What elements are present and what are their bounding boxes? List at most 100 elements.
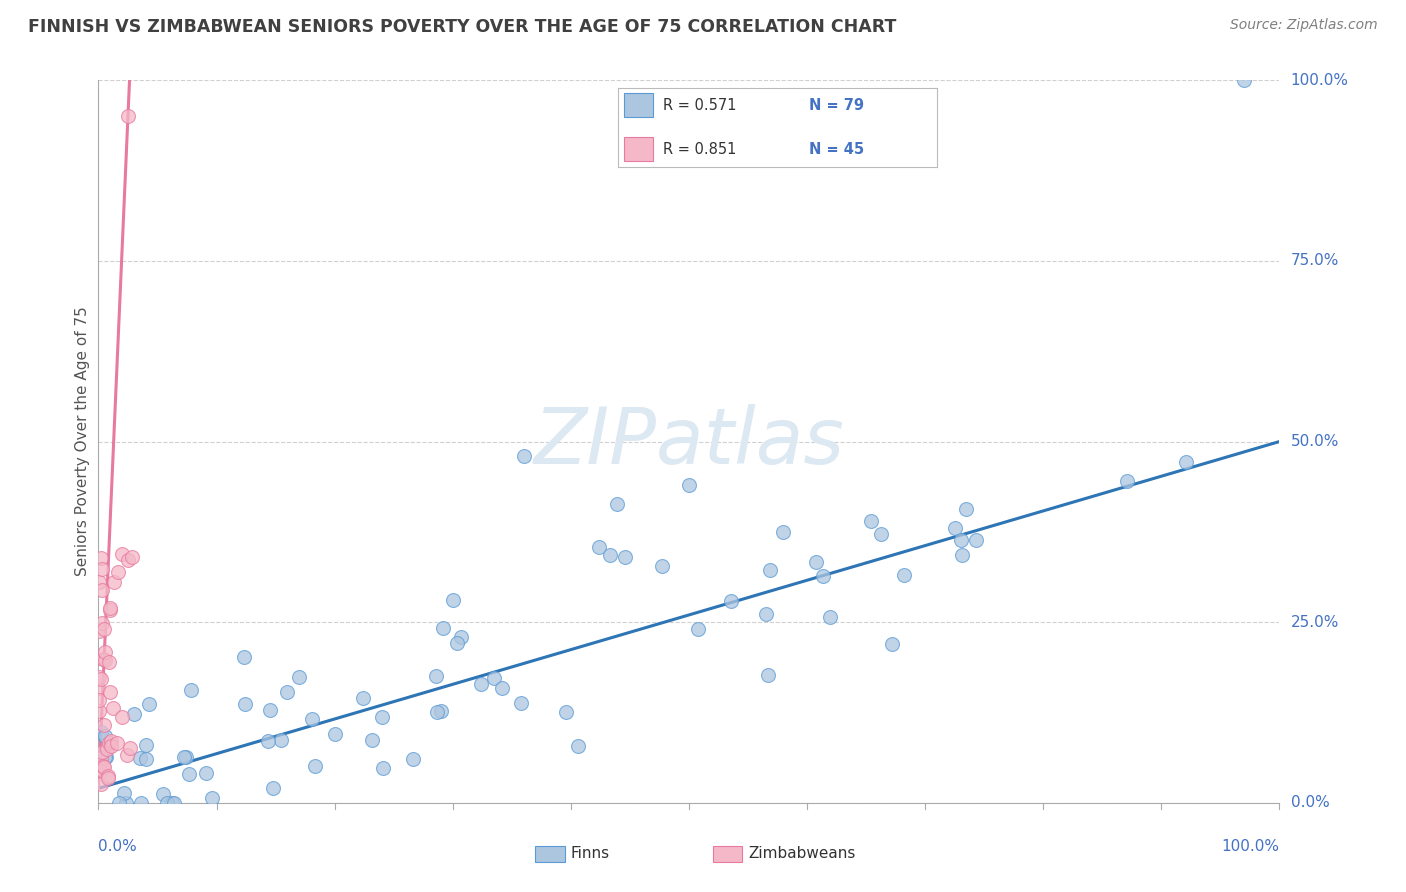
Point xyxy=(811,569,834,583)
Point xyxy=(96,742,118,756)
Point xyxy=(89,761,111,775)
Point xyxy=(90,551,112,566)
Point xyxy=(128,751,150,765)
Point xyxy=(90,777,112,791)
Point xyxy=(869,526,891,541)
Point xyxy=(1233,73,1256,87)
Point xyxy=(93,729,115,743)
Point xyxy=(1174,455,1197,469)
Point xyxy=(101,701,124,715)
Text: 50.0%: 50.0% xyxy=(1291,434,1339,449)
Point xyxy=(87,704,110,718)
Point xyxy=(124,707,146,722)
Point xyxy=(160,796,183,810)
Point xyxy=(194,766,217,780)
Point xyxy=(91,745,114,759)
Point xyxy=(90,724,112,739)
Point xyxy=(98,603,121,617)
Text: Finns: Finns xyxy=(571,846,610,861)
Point xyxy=(94,749,117,764)
FancyBboxPatch shape xyxy=(713,847,742,862)
Point xyxy=(614,549,637,564)
Point xyxy=(512,449,534,463)
Point xyxy=(860,514,883,528)
Point xyxy=(361,733,384,747)
Point xyxy=(470,677,492,691)
Point xyxy=(152,787,174,801)
Text: 100.0%: 100.0% xyxy=(1291,73,1348,87)
Point xyxy=(371,710,394,724)
Point xyxy=(758,563,780,577)
Point xyxy=(232,650,254,665)
Point xyxy=(163,796,186,810)
Text: Zimbabweans: Zimbabweans xyxy=(748,846,855,861)
Point xyxy=(450,630,472,644)
Point xyxy=(94,645,117,659)
Point xyxy=(235,698,257,712)
Point xyxy=(121,550,143,565)
Point xyxy=(97,771,120,785)
Point xyxy=(430,704,453,718)
Point xyxy=(156,796,179,810)
Point xyxy=(90,751,112,765)
Point xyxy=(100,739,122,753)
Point xyxy=(90,763,112,777)
Text: FINNISH VS ZIMBABWEAN SENIORS POVERTY OVER THE AGE OF 75 CORRELATION CHART: FINNISH VS ZIMBABWEAN SENIORS POVERTY OV… xyxy=(28,18,897,36)
Text: 75.0%: 75.0% xyxy=(1291,253,1339,268)
Point xyxy=(114,796,136,810)
Point xyxy=(651,558,673,573)
Point xyxy=(91,759,114,773)
Point xyxy=(509,696,531,710)
Point xyxy=(91,615,114,630)
Point xyxy=(804,555,827,569)
Point xyxy=(301,712,323,726)
Point xyxy=(90,672,112,686)
Text: Source: ZipAtlas.com: Source: ZipAtlas.com xyxy=(1230,18,1378,32)
Point xyxy=(402,752,425,766)
Point xyxy=(138,697,160,711)
Text: 0.0%: 0.0% xyxy=(1291,796,1329,810)
Point xyxy=(107,796,129,810)
Point xyxy=(1116,475,1139,489)
Point xyxy=(90,561,112,575)
Text: 25.0%: 25.0% xyxy=(1291,615,1339,630)
Point xyxy=(135,739,157,753)
Point xyxy=(177,766,200,780)
Point xyxy=(276,685,298,699)
Point xyxy=(950,548,973,562)
Point xyxy=(94,749,117,764)
Point xyxy=(259,702,281,716)
Point xyxy=(599,548,621,562)
Point xyxy=(262,780,284,795)
Point xyxy=(373,761,395,775)
Point xyxy=(720,593,742,607)
Point xyxy=(180,682,202,697)
Point xyxy=(755,607,778,621)
Point xyxy=(173,750,195,764)
Point xyxy=(446,636,468,650)
Point xyxy=(425,669,447,683)
Point xyxy=(270,733,292,747)
Point xyxy=(606,497,628,511)
Point xyxy=(678,478,700,492)
Point xyxy=(111,547,134,561)
Point xyxy=(176,750,198,764)
Point xyxy=(97,736,120,750)
Text: 100.0%: 100.0% xyxy=(1222,838,1279,854)
Point xyxy=(135,752,157,766)
Point xyxy=(201,790,224,805)
Point xyxy=(112,787,135,801)
Point xyxy=(129,796,152,810)
Point xyxy=(893,567,915,582)
Point xyxy=(588,540,610,554)
Point xyxy=(491,681,513,695)
Point xyxy=(87,693,110,707)
Point xyxy=(323,727,346,741)
Point xyxy=(115,747,138,762)
Point xyxy=(426,705,449,719)
Point xyxy=(111,710,134,724)
Point xyxy=(352,690,374,705)
Point xyxy=(105,736,128,750)
Text: 0.0%: 0.0% xyxy=(98,838,138,854)
Point xyxy=(97,769,120,783)
